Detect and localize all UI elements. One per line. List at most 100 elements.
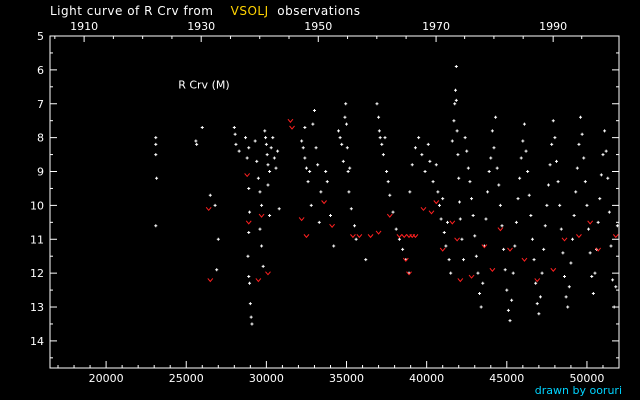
title-prefix: Light curve of R Crv from [50, 4, 214, 18]
observation-point [380, 142, 384, 146]
observation-point [247, 186, 251, 190]
observation-point [508, 319, 512, 323]
observation-point [324, 170, 328, 174]
upper-limit-point [521, 257, 528, 262]
x-tick-label: 30000 [249, 372, 284, 385]
upper-limit-point [265, 271, 271, 276]
observation-point [514, 220, 518, 224]
observation-point [498, 203, 502, 207]
observation-point [303, 125, 307, 129]
upper-limit-point [207, 278, 214, 283]
observation-point [353, 224, 357, 228]
observation-point [208, 193, 212, 197]
observation-point [341, 159, 345, 163]
upper-limit-point [245, 220, 252, 225]
upper-limit-point [350, 234, 356, 239]
observation-point [604, 149, 608, 153]
observation-point [195, 142, 199, 146]
observation-point [502, 247, 506, 251]
observation-point [465, 149, 469, 153]
observation-point [567, 285, 571, 289]
observation-point [309, 203, 313, 207]
observation-point [200, 125, 204, 129]
observation-point [603, 129, 607, 133]
upper-limit-point [298, 217, 305, 222]
upper-limit-point [420, 206, 427, 212]
upper-limit-point [375, 230, 382, 235]
upper-limit-point [205, 206, 212, 212]
observation-point [587, 227, 591, 231]
observation-point [431, 180, 435, 184]
upper-limit-point [401, 234, 408, 239]
title-source: VSOLJ [230, 4, 269, 18]
observation-point [599, 173, 603, 177]
observation-point [611, 278, 615, 282]
observation-point [481, 281, 485, 285]
upper-limit-point [576, 234, 582, 239]
upper-limit-point [386, 213, 393, 218]
observation-point [332, 244, 336, 248]
observation-point [529, 214, 533, 218]
observation-point [518, 176, 522, 180]
observation-point [264, 136, 268, 140]
upper-limit-point [289, 125, 295, 130]
y-tick-label: 7 [37, 98, 44, 111]
observation-point [383, 136, 387, 140]
upper-limit-point [468, 274, 475, 279]
observation-point [500, 224, 504, 228]
x-tick-label: 50000 [569, 372, 604, 385]
observation-point [495, 166, 499, 170]
observation-point [306, 180, 310, 184]
observation-point [303, 156, 307, 160]
observation-point [277, 207, 281, 211]
observation-point [449, 271, 453, 275]
observation-point [442, 230, 446, 234]
observation-point [505, 288, 509, 292]
observation-point [245, 156, 249, 160]
observation-point [194, 139, 198, 143]
observation-point [579, 115, 583, 119]
upper-limit-point [244, 173, 251, 178]
observation-point [423, 170, 427, 174]
observation-point [265, 153, 269, 157]
observation-point [325, 180, 329, 184]
observation-point [553, 136, 557, 140]
observation-point [216, 237, 220, 241]
observation-point [258, 190, 262, 194]
observation-point [154, 142, 158, 146]
observation-point [345, 122, 349, 126]
observation-point [577, 142, 581, 146]
observation-point [385, 170, 389, 174]
observation-point [441, 197, 445, 201]
observation-point [554, 159, 558, 163]
observation-point [543, 224, 547, 228]
observation-point [450, 139, 454, 143]
observation-point [511, 271, 515, 275]
observation-point [328, 214, 332, 218]
observation-point [513, 244, 517, 248]
observation-point [215, 268, 219, 272]
observation-point [261, 264, 265, 268]
observation-point [454, 98, 458, 102]
observation-point [377, 129, 381, 133]
observation-point [526, 170, 530, 174]
observation-point [437, 203, 441, 207]
top-tick-label: 1990 [539, 20, 567, 33]
observation-point [540, 271, 544, 275]
observation-point [548, 163, 552, 167]
observation-point [546, 183, 550, 187]
observation-point [426, 142, 430, 146]
observation-point [590, 275, 594, 279]
observation-point [397, 237, 401, 241]
observation-point [563, 275, 567, 279]
observation-point [575, 166, 579, 170]
top-tick-label: 1930 [187, 20, 215, 33]
observation-point [401, 247, 405, 251]
observation-point [344, 102, 348, 106]
observation-point [386, 180, 390, 184]
observation-point [269, 146, 273, 150]
upper-limit-point [406, 271, 412, 276]
observation-point [487, 170, 491, 174]
observation-point [545, 203, 549, 207]
observation-point [458, 200, 462, 204]
